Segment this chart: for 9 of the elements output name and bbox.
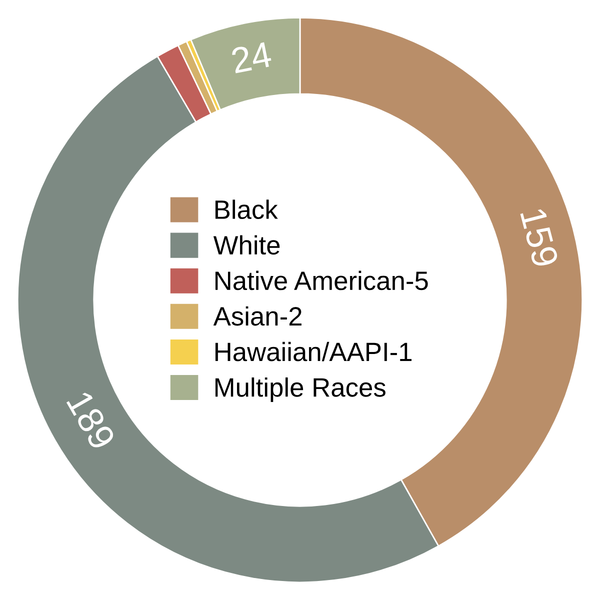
legend-label: Native American-5 [215, 270, 428, 290]
legend-label: Multiple Races [215, 377, 386, 402]
data-label: 189 [66, 390, 116, 452]
legend-label: Black [215, 200, 278, 220]
data-label: 24 [230, 41, 272, 74]
legend-label: White [213, 235, 280, 255]
legend-label: Asian-2 [213, 306, 302, 326]
data-label: 159 [520, 208, 559, 268]
legend-label: Hawaiian/AAPI-1 [215, 342, 412, 362]
